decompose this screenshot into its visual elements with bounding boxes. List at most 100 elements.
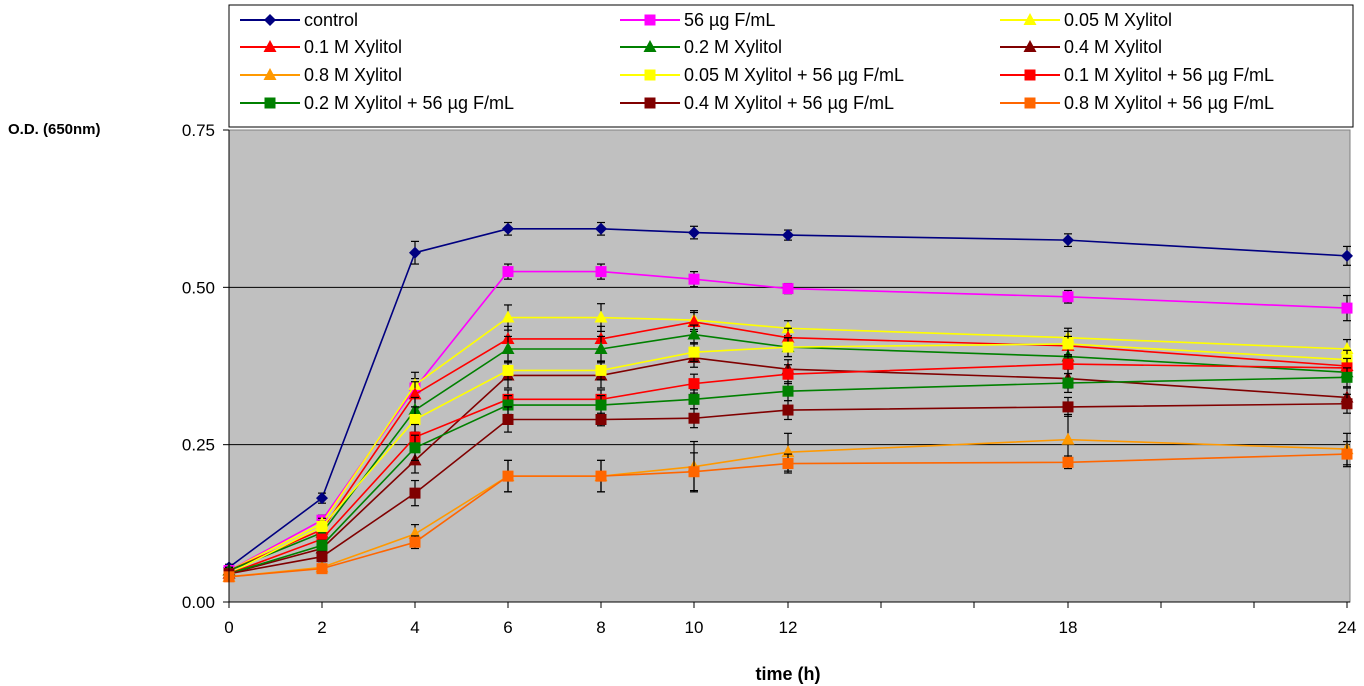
x-tick-label: 8 [596,618,605,637]
legend-swatch-marker [644,97,656,109]
data-point [595,364,607,376]
legend-item: 0.1 M Xylitol [240,37,402,57]
legend-swatch-marker [263,68,277,80]
data-point [316,539,328,551]
data-point [595,413,607,425]
legend-label: 0.1 M Xylitol [304,37,402,57]
data-point [501,342,515,355]
data-point [1062,291,1074,303]
data-point [1062,234,1074,247]
data-point [688,412,700,424]
legend: control 56 µg F/mL 0.05 M Xylitol 0.1 M Xyl… [228,4,1354,128]
series-11 [223,393,1353,580]
legend-swatch-marker [264,97,276,109]
data-point [1341,398,1353,410]
data-point [782,283,794,295]
data-point [316,551,328,563]
data-point [782,229,794,242]
y-axis-label: O.D. (650nm) [8,121,101,138]
x-tick-label: 2 [317,618,326,637]
data-point [688,346,700,358]
data-point [408,387,422,400]
legend-swatch-marker [1023,40,1037,52]
data-point [688,273,700,285]
legend-label: 0.4 M Xylitol + 56 µg F/mL [684,93,894,113]
x-tick-label: 10 [685,618,704,637]
legend-swatch-marker [644,14,656,26]
legend-label: 56 µg F/mL [684,10,775,30]
data-point [1341,371,1353,383]
data-point [409,442,421,454]
data-point [1341,249,1353,262]
data-point [316,520,328,532]
data-point [1062,377,1074,389]
data-point [316,492,328,505]
legend-label: control [304,10,358,30]
data-point [594,342,608,355]
legend-label: 0.2 M Xylitol [684,37,782,57]
data-point [595,222,607,235]
data-point [502,266,514,278]
legend-swatch-marker [1024,69,1036,81]
data-point [782,385,794,397]
data-point [409,487,421,499]
data-point [502,470,514,482]
legend-label: 0.05 M Xylitol + 56 µg F/mL [684,65,904,85]
axes: 0.000.250.500.750 2 4 6 8 10 12 18 24 [182,121,1357,637]
data-point [781,321,795,334]
data-point [409,413,421,425]
data-point [781,330,795,343]
data-point [782,404,794,416]
legend-label: 0.1 M Xylitol + 56 µg F/mL [1064,65,1274,85]
data-point [316,533,328,545]
data-point [1062,401,1074,413]
data-point [1062,338,1074,350]
legend-item: 0.05 M Xylitol + 56 µg F/mL [620,65,904,85]
legend-item: 56 µg F/mL [620,10,775,30]
data-point [782,341,794,353]
data-point [595,470,607,482]
legend-item: 0.2 M Xylitol + 56 µg F/mL [240,93,514,113]
x-tick-label: 24 [1338,618,1357,637]
x-axis-label: time (h) [756,664,821,684]
y-tick-label: 0.00 [182,593,215,612]
data-point [595,266,607,278]
data-point [502,399,514,411]
data-point [1061,432,1075,445]
data-point [1062,456,1074,468]
legend-item: 0.1 M Xylitol + 56 µg F/mL [1000,65,1274,85]
x-tick-label: 4 [410,618,419,637]
legend-item: control [240,10,358,30]
legend-item: 0.4 M Xylitol [1000,37,1162,57]
legend-item: 0.8 M Xylitol + 56 µg F/mL [1000,93,1274,113]
legend-item: 0.2 M Xylitol [620,37,782,57]
legend-item: 0.05 M Xylitol [1000,10,1172,30]
data-point [1341,448,1353,460]
x-tick-label: 6 [503,618,512,637]
data-point [502,364,514,376]
data-point [502,222,514,235]
data-point [688,466,700,478]
legend-label: 0.05 M Xylitol [1064,10,1172,30]
legend-swatch-marker [264,14,276,26]
legend-item: 0.8 M Xylitol [240,65,402,85]
data-point [688,393,700,405]
data-point [782,368,794,380]
legend-box [228,4,1354,128]
x-tick-label: 0 [224,618,233,637]
legend-label: 0.2 M Xylitol + 56 µg F/mL [304,93,514,113]
data-point [409,246,421,259]
data-point [595,399,607,411]
x-tick-label: 18 [1059,618,1078,637]
y-tick-label: 0.75 [182,121,215,140]
plot-area [222,129,1354,603]
legend-swatch-marker [644,69,656,81]
data-point [409,536,421,548]
legend-swatch-marker [263,40,277,52]
x-tick-label: 12 [779,618,798,637]
data-point [687,327,701,340]
data-point [1341,302,1353,314]
legend-swatch-marker [643,40,657,52]
data-point [782,458,794,470]
